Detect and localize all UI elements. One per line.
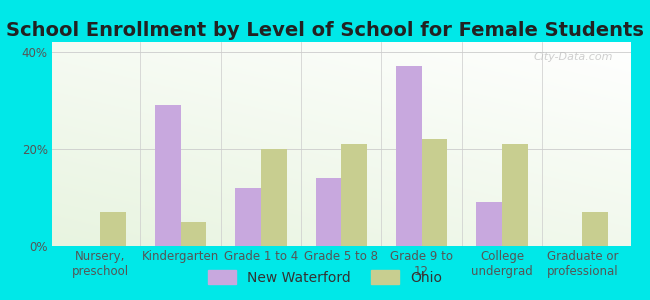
Bar [261,149,287,246]
Bar [100,212,126,246]
Bar [315,178,341,246]
Text: City-Data.com: City-Data.com [534,52,613,62]
Bar [422,139,447,246]
Bar [476,202,502,246]
Bar [341,144,367,246]
Bar [155,105,181,246]
Bar [235,188,261,246]
Bar [181,222,206,246]
Bar [396,66,422,246]
Bar [582,212,608,246]
Bar [502,144,528,246]
Legend: New Waterford, Ohio: New Waterford, Ohio [202,264,448,290]
Text: School Enrollment by Level of School for Female Students: School Enrollment by Level of School for… [6,21,644,40]
